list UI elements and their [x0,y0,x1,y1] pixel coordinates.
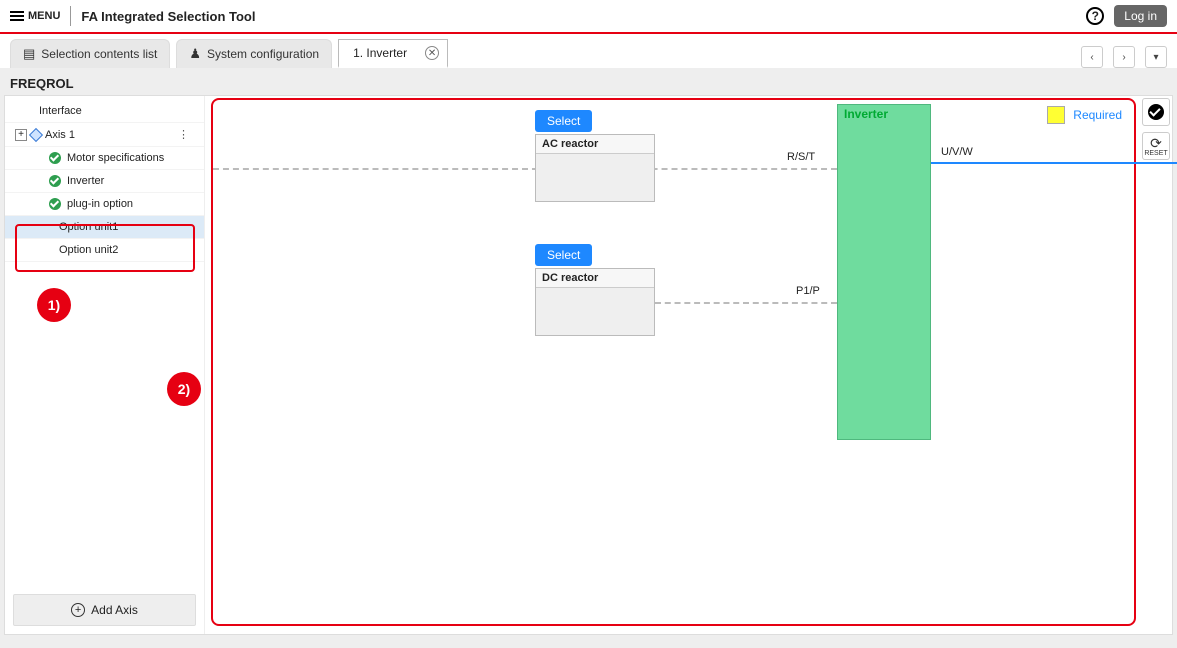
dashed-line-p1p [655,302,837,304]
item-label: plug-in option [67,198,133,210]
item-label: Motor specifications [67,152,164,164]
item-label: Inverter [67,175,104,187]
tree: Interface + Axis 1 ⋮ Motor specification… [5,96,204,586]
check-icon [49,152,61,164]
inverter-box[interactable]: Inverter [837,104,931,440]
legend-swatch [1047,106,1065,124]
tree-item-option2[interactable]: Option unit2 [5,239,204,262]
tab-label: System configuration [207,47,319,61]
ac-reactor-label: AC reactor [536,135,654,154]
legend-label: Required [1073,108,1122,122]
page-title: FREQROL [4,72,1173,95]
tree-item-motor-spec[interactable]: Motor specifications [5,147,204,170]
tree-item-inverter[interactable]: Inverter [5,170,204,193]
reset-label: RESET [1144,150,1167,157]
expand-icon[interactable]: + [15,129,27,141]
validate-button[interactable] [1142,98,1170,126]
canvas-area: Select AC reactor Select DC reactor R/S/… [205,96,1172,634]
list-icon: ▤ [23,46,35,62]
add-axis-label: Add Axis [91,603,138,617]
tab-next-button[interactable]: › [1113,46,1135,68]
p1p-label: P1/P [796,285,820,297]
tree-item-axis[interactable]: + Axis 1 ⋮ [5,123,204,147]
login-button[interactable]: Log in [1114,5,1167,27]
tree-item-plugin[interactable]: plug-in option [5,193,204,216]
select-dc-button[interactable]: Select [535,244,592,266]
sidebar: Interface + Axis 1 ⋮ Motor specification… [5,96,205,634]
tab-system-config[interactable]: ♟ System configuration [176,39,332,68]
tab-inverter[interactable]: 1. Inverter ✕ [338,39,448,68]
tab-label: Selection contents list [41,47,157,61]
more-icon[interactable]: ⋮ [178,128,196,141]
diamond-icon [29,127,43,141]
right-rail: ⟳ RESET [1142,98,1170,160]
rst-label: R/S/T [787,151,815,163]
dc-reactor-label: DC reactor [536,269,654,288]
dc-reactor-box[interactable]: DC reactor [535,268,655,336]
dashed-line-rst [213,168,837,170]
menu-button[interactable]: MENU [10,10,60,22]
callout-2: 2) [167,372,201,406]
uvw-label: U/V/W [941,146,973,158]
tree-icon: ♟ [189,46,201,62]
help-icon[interactable]: ? [1086,7,1104,25]
tree-item-interface[interactable]: Interface [5,100,204,123]
diagram-canvas[interactable]: Select AC reactor Select DC reactor R/S/… [205,96,1172,634]
tab-strip: ▤ Selection contents list ♟ System confi… [0,34,1177,68]
hamburger-icon [10,11,24,21]
axis-label: Axis 1 [45,129,75,141]
legend: Required [1047,106,1122,124]
inverter-label: Inverter [838,105,930,123]
select-ac-button[interactable]: Select [535,110,592,132]
add-axis-button[interactable]: + Add Axis [13,594,196,626]
top-bar: MENU FA Integrated Selection Tool ? Log … [0,0,1177,34]
workspace-inner: Interface + Axis 1 ⋮ Motor specification… [4,95,1173,635]
reset-icon: ⟳ [1150,136,1162,150]
tab-prev-button[interactable]: ‹ [1081,46,1103,68]
divider [70,6,71,26]
reset-button[interactable]: ⟳ RESET [1142,132,1170,160]
app-title: FA Integrated Selection Tool [81,9,255,24]
tab-label: 1. Inverter [353,46,407,60]
close-icon[interactable]: ✕ [425,46,439,60]
callout-1: 1) [37,288,71,322]
plus-icon: + [71,603,85,617]
check-icon [49,175,61,187]
uvw-line [931,162,1177,164]
check-circle-icon [1148,104,1164,120]
workspace: FREQROL Interface + Axis 1 ⋮ Motor speci… [0,68,1177,648]
tab-more-button[interactable]: ▾ [1145,46,1167,68]
check-icon [49,198,61,210]
ac-reactor-box[interactable]: AC reactor [535,134,655,202]
menu-label: MENU [28,10,60,22]
tab-selection-list[interactable]: ▤ Selection contents list [10,39,170,68]
tree-item-option1[interactable]: Option unit1 [5,216,204,239]
